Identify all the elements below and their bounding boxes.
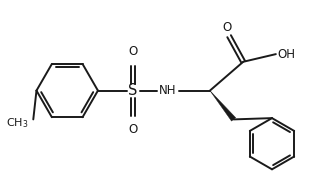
Text: CH$_3$: CH$_3$ (6, 116, 29, 130)
Polygon shape (210, 91, 236, 121)
Text: O: O (129, 45, 138, 58)
Text: S: S (128, 83, 138, 98)
Text: O: O (129, 123, 138, 136)
Text: NH: NH (159, 84, 176, 97)
Text: O: O (222, 21, 231, 34)
Text: OH: OH (277, 48, 295, 61)
